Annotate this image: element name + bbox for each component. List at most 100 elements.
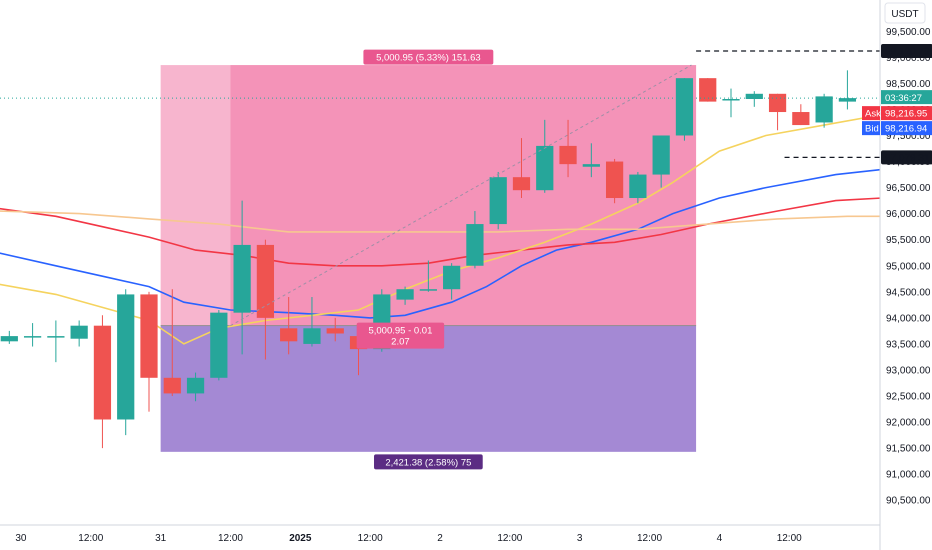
bid-badge-label: Bid <box>865 124 879 135</box>
candle[interactable] <box>443 263 461 300</box>
candles-layer <box>0 70 857 449</box>
ask-price-text: 98,216.95 <box>885 109 927 120</box>
time-tick-label: 4 <box>717 533 723 544</box>
candle[interactable] <box>815 93 833 128</box>
candle[interactable] <box>326 317 344 342</box>
price-tick-label: 99,500.00 <box>886 27 931 38</box>
high-price-tag-text: 99,120.79 <box>885 47 930 58</box>
time-tick-label: 12:00 <box>218 533 243 544</box>
price-tick-label: 91,500.00 <box>886 444 931 455</box>
risk-reward-label: 5,000.95 - 0.012.07 <box>356 322 445 349</box>
candle[interactable] <box>536 119 554 193</box>
candle-body <box>186 377 205 394</box>
ask-price-bg <box>881 106 932 121</box>
candle[interactable] <box>93 315 112 449</box>
candle-body <box>210 312 228 378</box>
candle-body <box>23 336 42 338</box>
price-tick-label: 92,000.00 <box>886 418 931 429</box>
bid-price-bg <box>881 121 932 136</box>
candle[interactable] <box>745 91 763 107</box>
candle[interactable] <box>629 171 647 204</box>
candle[interactable] <box>303 297 321 347</box>
candle[interactable] <box>256 239 275 360</box>
stop-label: 2,421.38 (2.58%) 75 <box>374 454 483 470</box>
candle-body <box>722 99 740 101</box>
candle[interactable] <box>605 158 624 204</box>
currency-selector[interactable]: USDT <box>884 2 926 24</box>
candle-body <box>745 93 763 100</box>
ask-badge-bg <box>862 106 880 121</box>
candle[interactable] <box>23 323 42 347</box>
time-tick-label: 2025 <box>289 533 312 544</box>
candle[interactable] <box>768 93 787 131</box>
risk-reward-label-text: 5,000.95 - 0.01 <box>368 326 432 337</box>
candle-body <box>140 294 158 378</box>
candle[interactable] <box>838 70 857 110</box>
candle[interactable] <box>0 330 18 344</box>
currency-badge <box>884 2 926 24</box>
stop-label-text: 2,421.38 (2.58%) 75 <box>385 457 471 468</box>
candle[interactable] <box>233 200 251 355</box>
time-tick-label: 12:00 <box>358 533 383 544</box>
candle-body <box>768 93 787 113</box>
candle[interactable] <box>186 372 205 402</box>
price-tick-label: 97,500.00 <box>886 131 931 142</box>
price-tick-label: 93,000.00 <box>886 365 931 376</box>
target-label-bg <box>363 49 494 65</box>
time-tick-label: 30 <box>15 533 27 544</box>
candle[interactable] <box>117 289 135 436</box>
candle-body <box>93 325 112 420</box>
price-tick-label: 94,500.00 <box>886 287 931 298</box>
candle[interactable] <box>722 88 740 118</box>
ma-line-ma_orange <box>0 210 883 233</box>
countdown-text: 03:36:27 <box>885 93 922 104</box>
candle-body <box>303 328 321 344</box>
price-tick-label: 94,000.00 <box>886 313 931 324</box>
candle[interactable] <box>559 119 577 178</box>
candle[interactable] <box>280 297 298 355</box>
candle[interactable] <box>466 211 484 269</box>
candle[interactable] <box>419 260 437 292</box>
candle[interactable] <box>652 135 670 188</box>
last-price-tag-bg <box>881 90 932 105</box>
candle-body <box>675 78 694 136</box>
candle[interactable] <box>163 289 181 397</box>
candle-body <box>652 135 670 175</box>
candle[interactable] <box>396 286 414 305</box>
candle-body <box>699 78 717 102</box>
candle-body <box>629 174 647 199</box>
price-tick-label: 96,500.00 <box>886 183 931 194</box>
last-price-tag-group: 03:36:27 Ask 98,216.95 Bid 98,216.94 <box>862 90 932 136</box>
candle[interactable] <box>792 104 810 126</box>
candle-body <box>163 377 181 394</box>
candle[interactable] <box>70 320 88 347</box>
time-tick-label: 12:00 <box>78 533 103 544</box>
candle[interactable] <box>512 138 531 199</box>
candle[interactable] <box>210 310 228 381</box>
candle-body <box>605 161 624 199</box>
candle[interactable] <box>582 143 600 178</box>
candle-body <box>489 177 507 225</box>
candle-body <box>838 98 857 102</box>
ma-line-ma_blue <box>0 168 883 319</box>
candle[interactable] <box>699 78 717 102</box>
candle[interactable] <box>675 78 694 141</box>
candle[interactable] <box>489 171 507 230</box>
stop-label-bg <box>374 454 483 470</box>
time-tick-label: 12:00 <box>777 533 802 544</box>
candle-body <box>815 96 833 123</box>
time-tick-label: 31 <box>155 533 167 544</box>
price-tick-label: 99,000.00 <box>886 53 931 64</box>
price-tick-label: 96,000.00 <box>886 209 931 220</box>
low-price-tag-text: 97,079.31 <box>885 153 930 164</box>
time-tick-label: 12:00 <box>497 533 522 544</box>
candle-body <box>396 289 414 300</box>
time-tick-label: 12:00 <box>637 533 662 544</box>
low-price-tag: 97,079.31 <box>881 150 932 165</box>
target-label: 5,000.95 (5.33%) 151.63 <box>363 49 494 65</box>
annotations-layer: 5,000.95 (5.33%) 151.63 2,421.38 (2.58%) … <box>0 49 880 470</box>
candle[interactable] <box>47 320 65 363</box>
candle[interactable] <box>140 291 158 412</box>
